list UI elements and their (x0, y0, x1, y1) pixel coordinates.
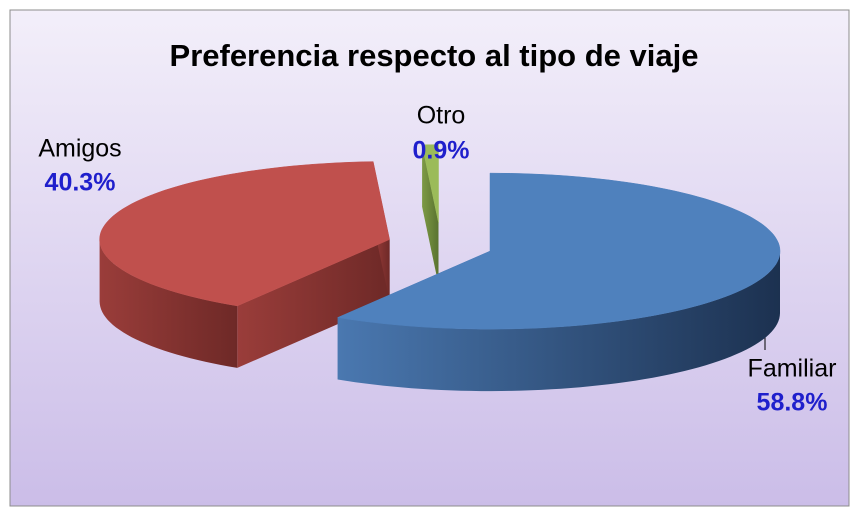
slice-side (337, 251, 780, 392)
slice (99, 161, 390, 307)
slice-wall (237, 239, 390, 368)
chart-title: Preferencia respecto al tipo de viaje (170, 38, 699, 73)
slice-value-label: 0.9% (413, 137, 470, 165)
slice (336, 172, 781, 330)
slice-wall (422, 144, 439, 285)
slice-label: Amigos (38, 135, 121, 163)
slice-value-label: 58.8% (757, 389, 828, 417)
slice-side (99, 239, 238, 368)
slice-label: Otro (417, 102, 466, 130)
slice (421, 144, 439, 223)
slice-value-label: 40.3% (45, 169, 116, 197)
slice-label: Familiar (748, 355, 837, 383)
